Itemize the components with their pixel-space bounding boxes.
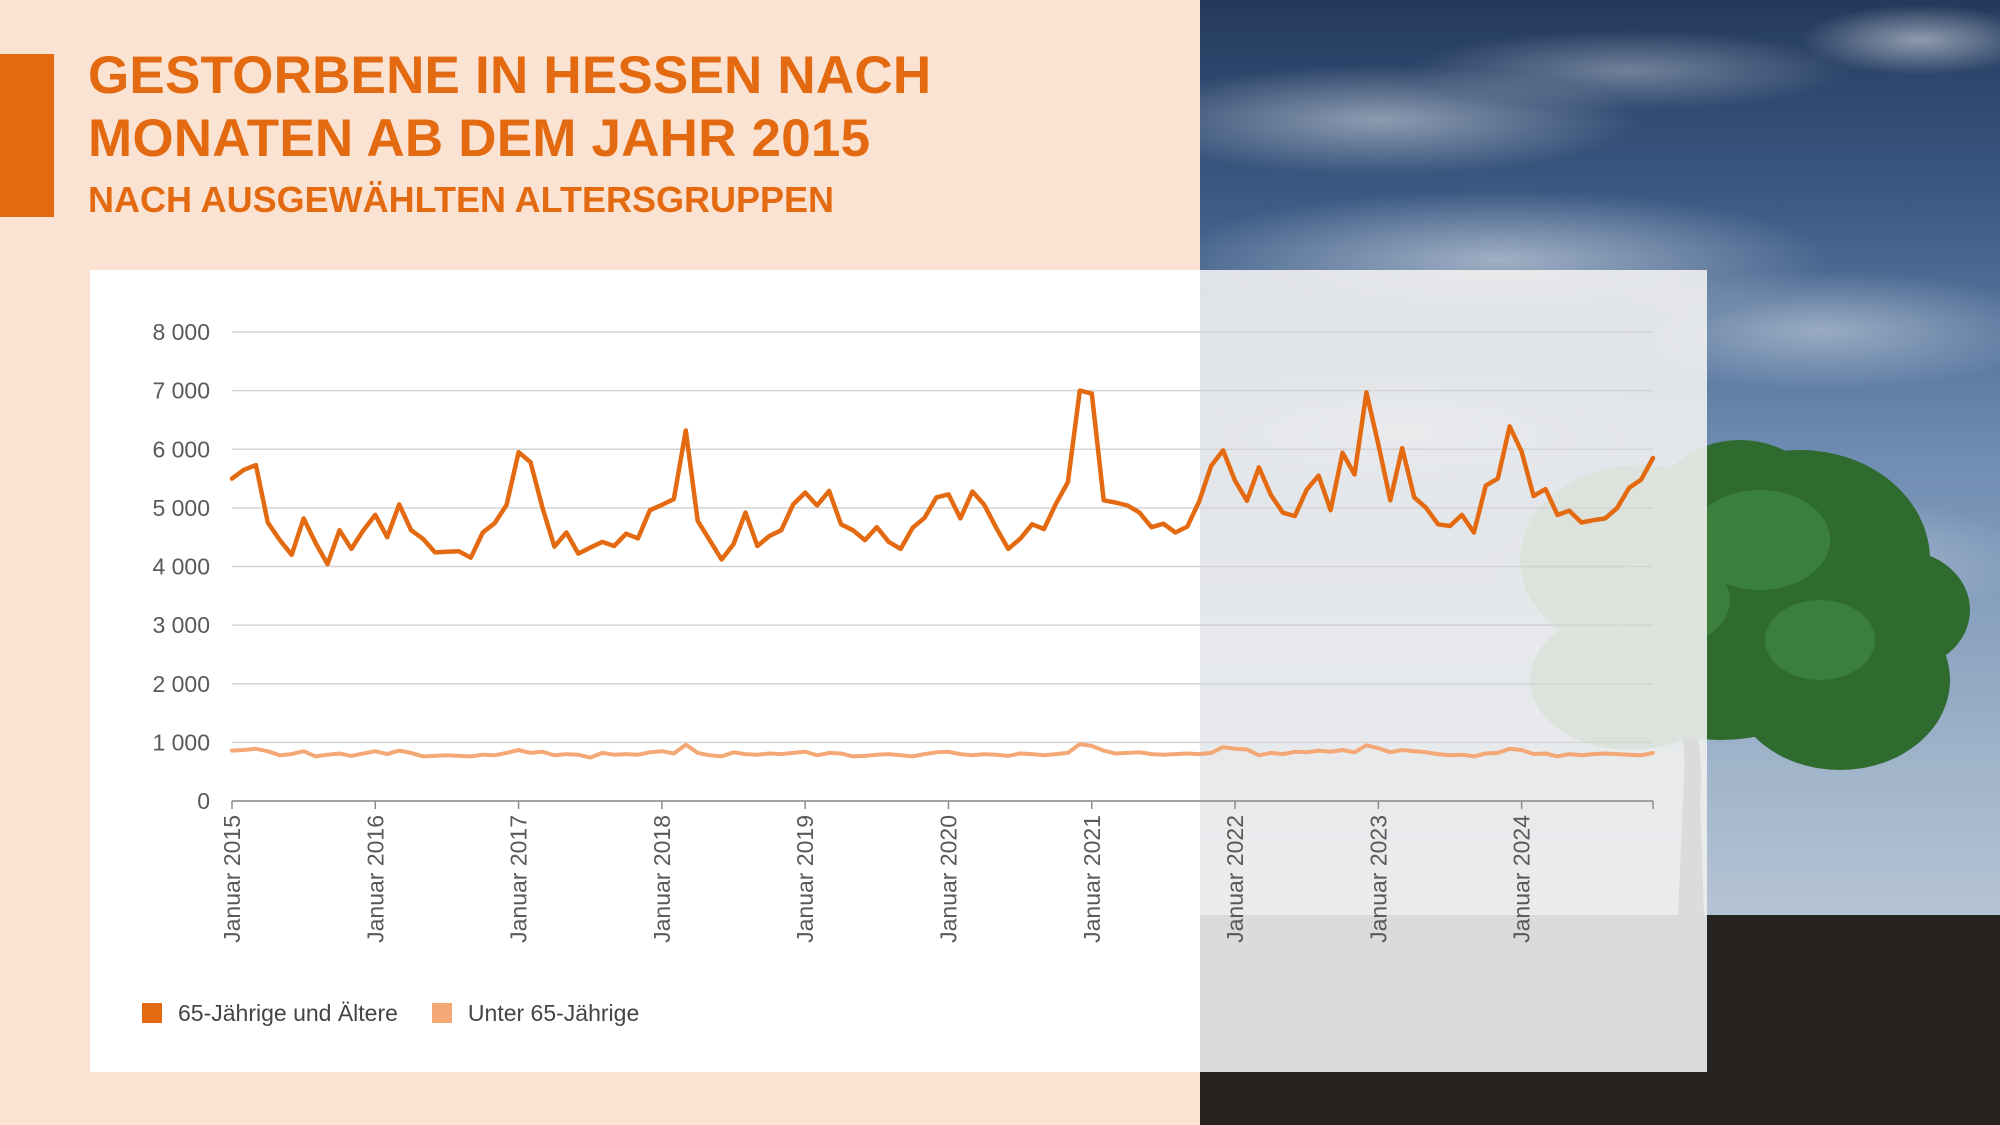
- y-tick-label: 1 000: [152, 729, 210, 755]
- legend-label-65-plus: 65-Jährige und Ältere: [178, 999, 398, 1026]
- x-tick-label: Januar 2016: [362, 815, 388, 943]
- x-tick-label: Januar 2024: [1509, 815, 1535, 943]
- legend-swatch-under-65: [431, 1003, 452, 1023]
- legend-swatch-65-plus: [142, 1003, 162, 1023]
- x-tick-label: Januar 2015: [219, 815, 245, 943]
- page-subtitle: NACH AUSGEWÄHLTEN ALTERSGRUPPEN: [88, 179, 834, 220]
- page-title: GESTORBENE IN HESSEN NACH MONATEN AB DEM…: [88, 46, 932, 168]
- y-tick-label: 8 000: [152, 319, 210, 345]
- x-tick-label: Januar 2023: [1365, 815, 1391, 943]
- legend-item-under-65: Unter 65-Jährige: [431, 999, 640, 1027]
- chart-panel: 0 1 000 2 000 3 000 4 000 5 000 6 000 7 000 8 00…: [90, 270, 1707, 1072]
- x-tick-label: Januar 2019: [792, 815, 818, 943]
- series-line-under-65: [230, 742, 1655, 760]
- y-tick-label: 7 000: [152, 378, 210, 404]
- chart-legend: 65-Jährige und Ältere Unter 65-Jährige: [142, 998, 673, 1028]
- legend-item-65-plus: 65-Jährige und Ältere: [142, 1000, 398, 1027]
- y-tick-label: 3 000: [152, 612, 210, 638]
- x-tick-label: Januar 2017: [506, 815, 532, 943]
- line-chart: 0 1 000 2 000 3 000 4 000 5 000 6 000 7 000 8 00…: [152, 319, 1656, 943]
- x-tick-label: Januar 2022: [1222, 815, 1248, 943]
- y-tick-label: 0: [197, 788, 210, 814]
- x-tick-label: Januar 2018: [649, 815, 675, 943]
- y-tick-label: 6 000: [152, 436, 210, 462]
- y-tick-label: 5 000: [152, 495, 210, 521]
- chart-panel-background: [90, 270, 1200, 1072]
- legend-label-under-65: Unter 65-Jährige: [467, 999, 640, 1026]
- series-line-65-plus: [229, 388, 1656, 567]
- x-tick-label: Januar 2021: [1079, 815, 1105, 943]
- chart-panel-overlay: [1200, 270, 1707, 1072]
- x-tick-label: Januar 2020: [935, 815, 961, 943]
- accent-bar: [0, 54, 54, 217]
- y-tick-label: 4 000: [152, 554, 210, 580]
- y-tick-label: 2 000: [152, 671, 210, 697]
